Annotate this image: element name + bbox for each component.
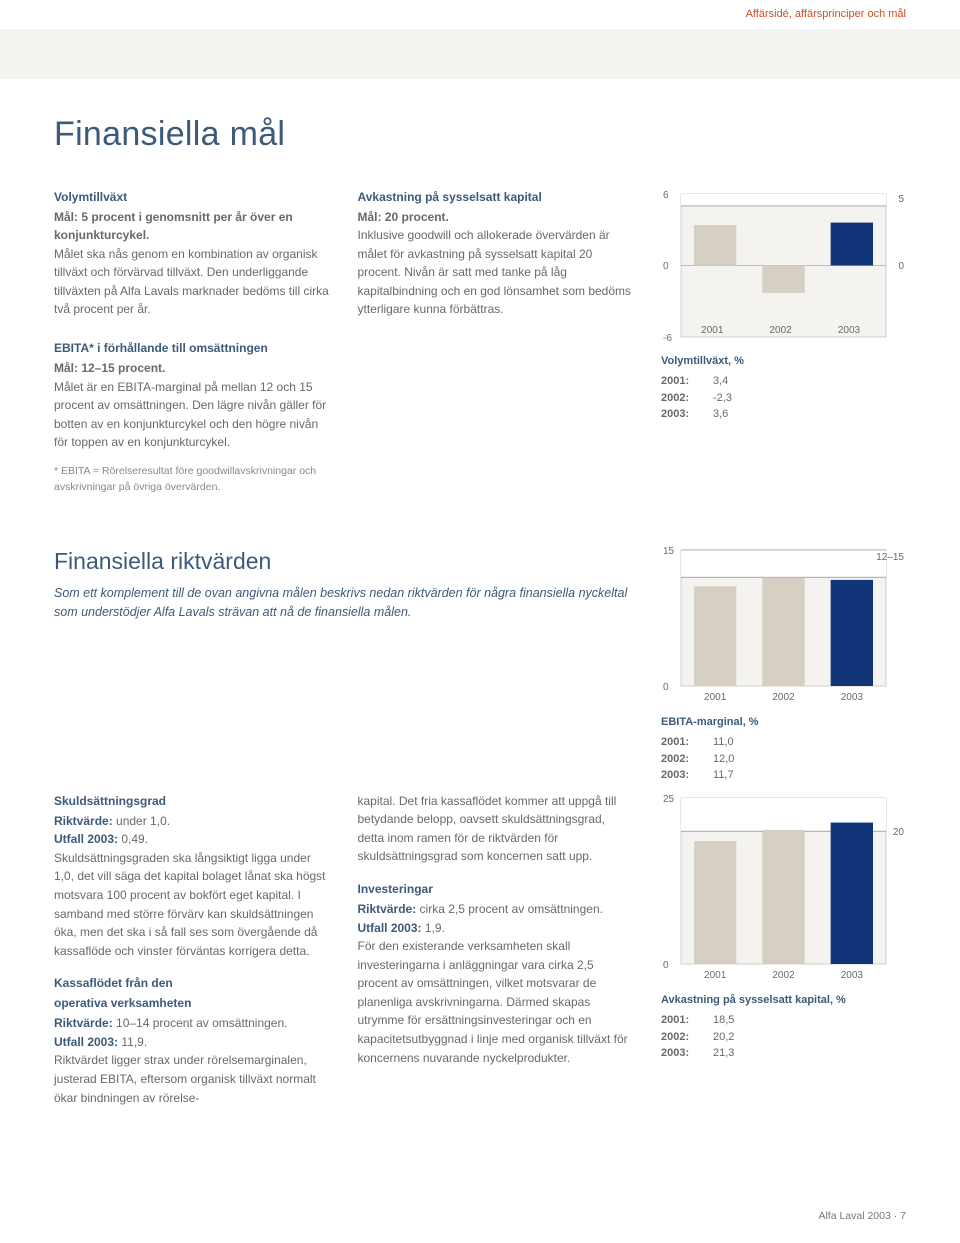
mal-avk: Mål: 20 procent.	[358, 210, 449, 224]
svg-text:2002: 2002	[772, 692, 795, 703]
utfall-val-1: 0,49.	[121, 832, 148, 846]
svg-text:2001: 2001	[704, 970, 727, 981]
txt-ebita: Målet är en EBITA-marginal på mellan 12 …	[54, 378, 332, 452]
svg-text:2001: 2001	[704, 692, 727, 703]
chart-row: 2002:20,2	[661, 1029, 906, 1046]
mal-volym: Mål: 5 procent i genomsnitt per år över …	[54, 210, 293, 243]
middle-row: Finansiella riktvärden Som ett komplemen…	[54, 544, 906, 784]
utfall-label-1: Utfall 2003:	[54, 832, 121, 846]
chart2-box: 20012002200301512–15EBITA-marginal, %200…	[661, 544, 906, 784]
riktvarde-val-1: under 1,0.	[116, 814, 170, 828]
txt-kapital: kapital. Det fria kassaflödet kommer att…	[358, 792, 636, 866]
chart-row: 2003:3,6	[661, 406, 906, 423]
heading-volym: Volymtillväxt	[54, 188, 332, 206]
chart3-title: Avkastning på sysselsatt kapital, %	[661, 992, 906, 1009]
heading-kassa-b: operativa verksamheten	[54, 994, 332, 1012]
chart3-box: 20012002200302520Avkastning på sysselsat…	[661, 792, 906, 1108]
chart3-svg: 2001 2002 2003	[661, 792, 906, 982]
svg-text:2002: 2002	[772, 970, 795, 981]
riktvarden-intro: Finansiella riktvärden Som ett komplemen…	[54, 544, 635, 784]
utfall-label-2: Utfall 2003:	[54, 1035, 121, 1049]
riktvarden-title: Finansiella riktvärden	[54, 544, 635, 579]
txt-invest: För den existerande verksamheten skall i…	[358, 937, 636, 1067]
utfall-val-2: 11,9.	[121, 1035, 147, 1049]
chart2-svg: 2001 2002 2003	[661, 544, 906, 704]
col-volym: Volymtillväxt Mål: 5 procent i genomsnit…	[54, 188, 332, 496]
chart-row: 2002:-2,3	[661, 390, 906, 407]
chart1-svg	[661, 188, 906, 343]
chart-row: 2003:21,3	[661, 1045, 906, 1062]
heading-invest: Investeringar	[358, 880, 636, 898]
header-band	[0, 29, 960, 79]
col-invest: kapital. Det fria kassaflödet kommer att…	[358, 792, 636, 1108]
heading-kassa-a: Kassaflödet från den	[54, 974, 332, 992]
chart1-title: Volymtillväxt, %	[661, 353, 906, 370]
riktvarde-val-2: 10–14 procent av omsättningen.	[116, 1016, 287, 1030]
utfall-label-3: Utfall 2003:	[358, 921, 425, 935]
riktvarde-label-2: Riktvärde:	[54, 1016, 116, 1030]
heading-ebita: EBITA* i förhållande till omsättningen	[54, 339, 332, 357]
utfall-val-3: 1,9.	[425, 921, 445, 935]
chart-row: 2001:3,4	[661, 373, 906, 390]
txt-kassa: Riktvärdet ligger strax under rörelsemar…	[54, 1051, 332, 1107]
riktvarde-val-3: cirka 2,5 procent av omsättningen.	[420, 902, 603, 916]
col-avkastning: Avkastning på sysselsatt kapital Mål: 20…	[358, 188, 636, 496]
page-title: Finansiella mål	[54, 109, 906, 160]
col-skuld: Skuldsättningsgrad Riktvärde: under 1,0.…	[54, 792, 332, 1108]
page-header: Affärsidé, affärsprinciper och mål	[0, 0, 960, 23]
lower-row: Skuldsättningsgrad Riktvärde: under 1,0.…	[54, 792, 906, 1108]
chart-row: 2001:18,5	[661, 1012, 906, 1029]
footnote-ebita: * EBITA = Rörelseresultat före goodwilla…	[54, 464, 332, 496]
chart-row: 2001:11,0	[661, 734, 906, 751]
chart-row: 2003:11,7	[661, 767, 906, 784]
svg-text:2003: 2003	[841, 692, 864, 703]
riktvarde-label-3: Riktvärde:	[358, 902, 420, 916]
mal-ebita: Mål: 12–15 procent.	[54, 361, 165, 375]
page-footer: Alfa Laval 2003 · 7	[818, 1209, 906, 1225]
heading-avk: Avkastning på sysselsatt kapital	[358, 188, 636, 206]
txt-volym: Målet ska nås genom en kombination av or…	[54, 245, 332, 319]
riktvarden-text: Som ett komplement till de ovan angivna …	[54, 584, 635, 623]
txt-avk: Inklusive goodwill och allokerade övervä…	[358, 226, 636, 319]
breadcrumb: Affärsidé, affärsprinciper och mål	[746, 8, 906, 20]
chart2-title: EBITA-marginal, %	[661, 714, 906, 731]
riktvarde-label-1: Riktvärde:	[54, 814, 116, 828]
txt-skuld: Skuldsättningsgraden ska långsiktigt lig…	[54, 849, 332, 961]
upper-row: Volymtillväxt Mål: 5 procent i genomsnit…	[54, 188, 906, 496]
chart1-box: 6500-6200120022003Volymtillväxt, %2001:3…	[661, 188, 906, 496]
chart-row: 2002:12,0	[661, 751, 906, 768]
svg-text:2003: 2003	[841, 970, 864, 981]
heading-skuld: Skuldsättningsgrad	[54, 792, 332, 810]
